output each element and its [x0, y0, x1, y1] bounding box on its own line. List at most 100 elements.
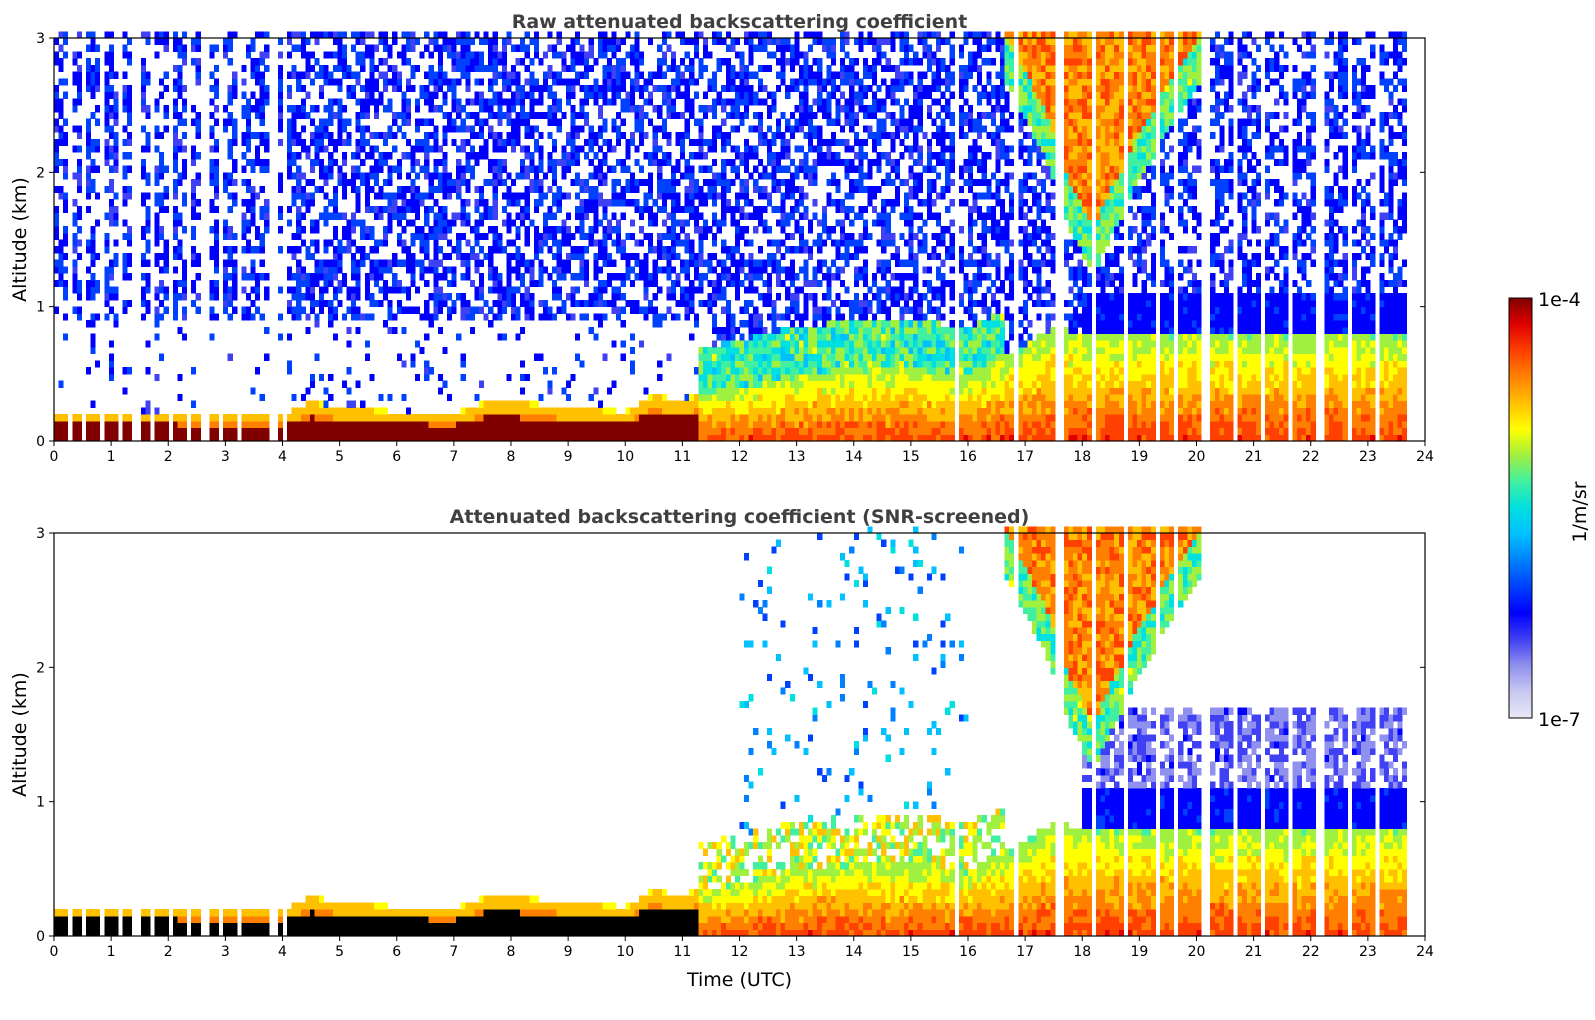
heatmap-cell — [410, 31, 416, 39]
heatmap-cell — [689, 333, 695, 341]
heatmap-cell — [145, 340, 151, 348]
heatmap-cell — [209, 279, 215, 287]
heatmap-cell — [460, 205, 466, 214]
heatmap-cell — [739, 400, 745, 408]
heatmap-cell — [794, 414, 800, 422]
heatmap-cell — [177, 252, 183, 261]
heatmap-cell — [501, 98, 507, 106]
heatmap-cell — [575, 145, 581, 153]
heatmap-cell — [529, 78, 535, 86]
heatmap-cell — [780, 360, 786, 368]
heatmap-cell — [241, 306, 247, 314]
heatmap-cell — [757, 326, 763, 334]
heatmap-cell — [296, 105, 302, 113]
heatmap-cell — [140, 273, 146, 281]
heatmap-cell — [323, 286, 329, 294]
heatmap-cell — [725, 340, 731, 348]
heatmap-cell — [593, 78, 599, 86]
heatmap-cell — [808, 145, 814, 153]
heatmap-cell — [739, 259, 745, 267]
heatmap-cell — [145, 145, 151, 153]
heatmap-cell — [661, 158, 667, 167]
heatmap-cell — [689, 427, 695, 435]
heatmap-cell — [771, 252, 777, 261]
heatmap-cell — [456, 212, 462, 220]
heatmap-cell — [419, 138, 425, 146]
heatmap-cell — [291, 306, 297, 314]
heatmap-cell — [140, 145, 146, 153]
heatmap-cell — [721, 414, 727, 422]
heatmap-cell — [671, 199, 677, 207]
heatmap-cell — [817, 360, 823, 368]
heatmap-cell — [698, 239, 704, 247]
heatmap-cell — [648, 239, 654, 247]
heatmap-cell — [707, 306, 713, 314]
heatmap-cell — [570, 158, 576, 167]
heatmap-cell — [95, 64, 101, 73]
heatmap-cell — [789, 347, 795, 355]
heatmap-cell — [639, 400, 645, 408]
heatmap-cell — [579, 145, 585, 153]
heatmap-cell — [232, 91, 238, 99]
heatmap-cell — [465, 299, 471, 308]
heatmap-cell — [789, 306, 795, 314]
heatmap-cell — [451, 38, 457, 46]
heatmap-cell — [95, 118, 101, 126]
heatmap-cell — [433, 199, 439, 207]
heatmap-cell — [762, 347, 768, 355]
heatmap-cell — [328, 373, 334, 381]
heatmap-cell — [373, 98, 379, 106]
heatmap-cell — [296, 165, 302, 173]
heatmap-cell — [415, 259, 421, 267]
heatmap-cell — [634, 125, 640, 133]
heatmap-cell — [373, 427, 379, 435]
heatmap-cell — [684, 172, 690, 180]
heatmap-cell — [250, 259, 256, 267]
heatmap-cell — [826, 279, 832, 287]
heatmap-cell — [122, 105, 128, 113]
heatmap-cell — [177, 212, 183, 220]
heatmap-cell — [255, 145, 261, 153]
heatmap-cell — [300, 266, 306, 274]
heatmap-cell — [734, 192, 740, 200]
heatmap-cell — [437, 78, 443, 86]
heatmap-cell — [360, 232, 366, 240]
heatmap-cell — [373, 64, 379, 73]
heatmap-cell — [607, 138, 613, 146]
heatmap-cell — [351, 427, 357, 435]
heatmap-cell — [570, 138, 576, 146]
heatmap-cell — [689, 165, 695, 173]
heatmap-cell — [639, 239, 645, 247]
heatmap-cell — [734, 286, 740, 294]
heatmap-cell — [780, 38, 786, 46]
heatmap-cell — [794, 44, 800, 52]
heatmap-cell — [625, 252, 631, 261]
heatmap-cell — [771, 51, 777, 59]
heatmap-cell — [492, 78, 498, 86]
heatmap-cell — [54, 279, 60, 287]
heatmap-cell — [515, 407, 521, 415]
heatmap-cell — [245, 118, 251, 126]
heatmap-cell — [419, 51, 425, 59]
heatmap-cell — [442, 192, 448, 200]
heatmap-cell — [547, 420, 553, 429]
heatmap-cell — [104, 58, 110, 66]
heatmap-cell — [209, 205, 215, 214]
heatmap-cell — [538, 434, 544, 442]
heatmap-cell — [232, 165, 238, 173]
heatmap-cell — [474, 185, 480, 193]
heatmap-cell — [346, 367, 352, 375]
heatmap-cell — [90, 414, 96, 422]
heatmap-cell — [830, 353, 836, 361]
heatmap-cell — [565, 434, 571, 442]
heatmap-cell — [616, 71, 622, 79]
heatmap-cell — [789, 380, 795, 388]
heatmap-cell — [191, 199, 197, 207]
heatmap-cell — [597, 85, 603, 93]
heatmap-cell — [223, 51, 229, 59]
heatmap-cell — [296, 71, 302, 79]
heatmap-cell — [826, 44, 832, 52]
heatmap-cell — [465, 420, 471, 429]
heatmap-cell — [515, 58, 521, 66]
heatmap-cell — [387, 51, 393, 59]
